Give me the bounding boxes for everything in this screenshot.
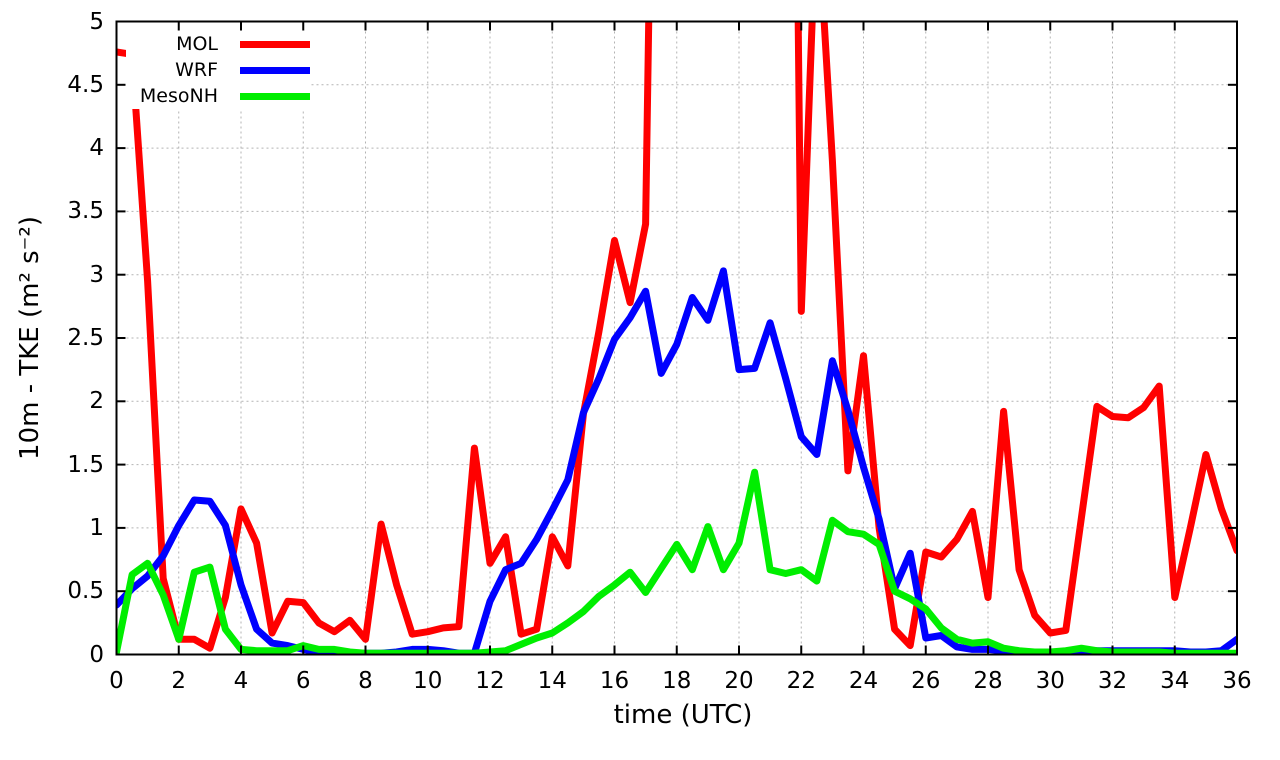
- y-tick-label-2.5: 2.5: [67, 325, 104, 351]
- x-tick-label-6: 6: [295, 668, 311, 694]
- y-tick-label-0.5: 0.5: [67, 578, 104, 605]
- x-tick-label-20: 20: [724, 668, 754, 694]
- y-tick-label-0: 0: [89, 641, 104, 668]
- x-tick-label-28: 28: [973, 668, 1003, 694]
- legend-item-mol: MOL: [126, 31, 310, 57]
- legend-label-mol: MOL: [176, 33, 218, 55]
- legend-label-wrf: WRF: [175, 59, 218, 81]
- x-tick-label-34: 34: [1160, 668, 1190, 694]
- y-tick-label-2: 2: [89, 388, 104, 415]
- axis-ticks: [115, 20, 1238, 656]
- y-tick-label-1: 1: [89, 514, 104, 541]
- legend-item-wrf: WRF: [126, 57, 310, 83]
- x-tick-label-22: 22: [786, 668, 816, 694]
- y-tick-label-1.5: 1.5: [67, 451, 104, 478]
- series-line-mol: [116, 21, 1237, 652]
- y-tick-label-5: 5: [89, 8, 104, 35]
- x-tick-label-12: 12: [475, 668, 505, 694]
- x-tick-label-10: 10: [413, 668, 443, 694]
- x-tick-label-36: 36: [1222, 668, 1252, 694]
- y-tick-label-3.5: 3.5: [67, 198, 104, 225]
- y-tick-label-3: 3: [89, 261, 104, 288]
- x-tick-label-30: 30: [1035, 668, 1065, 694]
- y-tick-label-4: 4: [89, 135, 104, 162]
- x-tick-label-32: 32: [1097, 668, 1128, 694]
- mesonh-line-sample-icon: [240, 92, 310, 100]
- x-tick-label-24: 24: [848, 668, 879, 694]
- x-tick-label-4: 4: [233, 668, 249, 694]
- x-tick-label-8: 8: [358, 668, 373, 694]
- x-axis-title: time (UTC): [613, 700, 753, 730]
- x-tick-label-18: 18: [662, 668, 692, 694]
- x-tick-label-0: 0: [109, 668, 124, 694]
- legend-label-mesonh: MesoNH: [139, 85, 218, 107]
- x-tick-label-26: 26: [911, 668, 941, 694]
- x-tick-label-14: 14: [537, 668, 567, 694]
- wrf-line-sample-icon: [240, 66, 310, 74]
- x-tick-label-16: 16: [599, 668, 630, 694]
- legend: MOL WRF MesoNH: [126, 31, 310, 109]
- mol-line-sample-icon: [240, 40, 310, 48]
- legend-item-mesonh: MesoNH: [126, 83, 310, 109]
- y-axis-title: 10m - TKE (m² s⁻²): [15, 216, 45, 460]
- x-tick-label-2: 2: [171, 668, 187, 694]
- y-tick-label-4.5: 4.5: [67, 71, 104, 98]
